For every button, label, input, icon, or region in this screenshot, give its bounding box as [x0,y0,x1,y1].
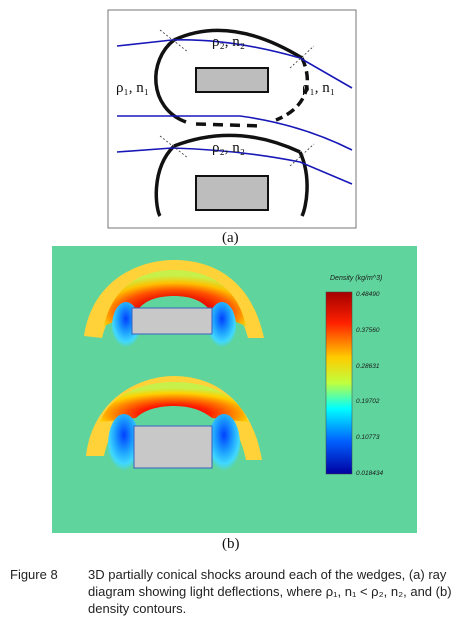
colorbar-tick: 0.48490 [356,291,380,298]
lower-wedge [195,175,269,211]
upper-shock-rim [84,260,264,338]
upper-wedge-body [131,307,213,335]
upper-wake-right [208,302,236,350]
figure-number: Figure 8 [10,567,58,582]
lower-high-density-cap [100,382,248,422]
lower-shock-left-arc [154,144,176,217]
figure-caption: Figure 8 3D partially conical shocks aro… [10,566,460,617]
caption-text: 3D partially conical shocks around each … [88,567,452,616]
colorbar [325,291,353,475]
colorbar-tick: 0.10773 [356,434,380,441]
lower-wake-left [108,414,140,474]
lower-wake-right [208,414,240,474]
lower-shock-solid [173,133,301,154]
light-ray-1 [116,39,353,89]
ray-diagram: ρ₂, n₂ ρ₁, n₁ ρ₁, n₁ ρ₂, n₂ [107,9,357,229]
colorbar-tick: 0.018434 [356,470,383,477]
colorbar-tick: 0.37560 [356,327,380,334]
shock-gap-dashes [195,122,263,128]
normal-lines [159,29,315,167]
lower-wedge-body [133,425,213,469]
label-rho2-n2-bottom: ρ₂, n₂ [212,140,245,156]
sublabel-b: (b) [222,536,240,552]
label-rho1-n1-left: ρ₁, n₁ [116,80,149,96]
light-ray-2 [117,115,353,151]
upper-shock-right-arc [275,57,310,122]
colorbar-tick: 0.19702 [356,398,380,405]
sublabel-a: (a) [222,230,239,246]
lower-shock-right-arc [298,151,309,217]
upper-high-density-cap [104,270,246,326]
label-rho2-n2-top: ρ₂, n₂ [212,34,245,50]
light-ray-3 [116,147,353,185]
upper-wedge [195,67,269,93]
colorbar-title: Density (kg/m^3) [330,275,382,282]
colorbar-tick: 0.28631 [356,363,380,370]
upper-shock-solid [173,28,303,60]
label-rho1-n1-right: ρ₁, n₁ [302,80,335,96]
density-contour-plot: Density (kg/m^3) 0.48490 0.37560 0.28631… [52,246,417,533]
